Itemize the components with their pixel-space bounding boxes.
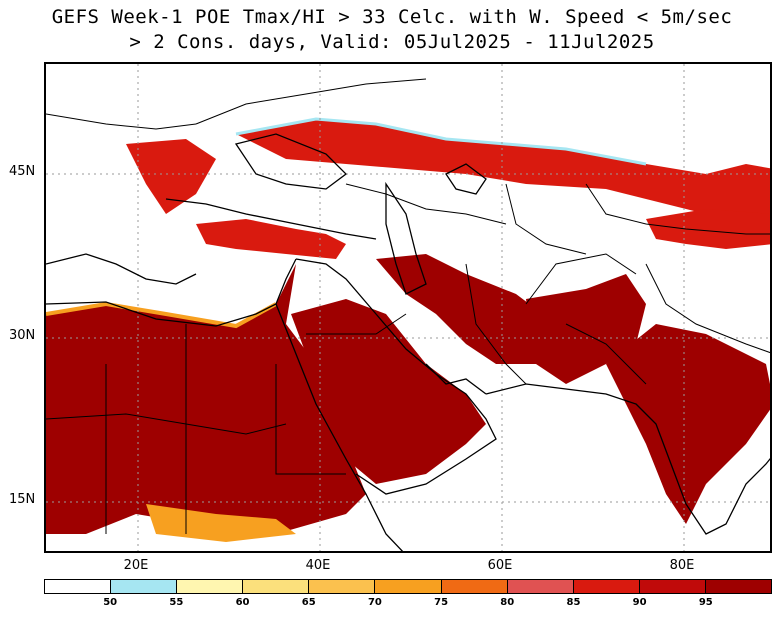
legend-label: 50	[103, 597, 118, 608]
legend-swatch	[111, 580, 178, 593]
shade-iran	[376, 254, 566, 364]
lon-label-20e: 20E	[123, 558, 149, 573]
probability-shading	[46, 117, 770, 542]
legend-swatch	[177, 580, 244, 593]
country-borders	[46, 78, 770, 534]
shade-north-africa	[46, 264, 366, 534]
lon-label-60e: 60E	[487, 558, 513, 573]
legend-label: 65	[301, 597, 316, 608]
lat-label-15n: 15N	[9, 492, 36, 507]
title-line-1: GEFS Week-1 POE Tmax/HI > 33 Celc. with …	[51, 6, 733, 28]
shade-arabia	[291, 299, 486, 484]
shade-central-asia-band	[236, 119, 770, 219]
lon-label-40e: 40E	[305, 558, 331, 573]
legend-label: 55	[169, 597, 184, 608]
legend-swatch	[375, 580, 442, 593]
lat-label-45n: 45N	[9, 164, 36, 179]
legend-label: 95	[698, 597, 713, 608]
shade-tarim	[646, 209, 770, 249]
lat-label-30n: 30N	[9, 328, 36, 343]
shade-sahel-edge	[146, 504, 296, 542]
legend-swatch	[573, 580, 640, 593]
map-panel	[44, 62, 772, 553]
legend-swatch	[705, 580, 772, 593]
legend-label: 75	[434, 597, 449, 608]
legend-label: 85	[566, 597, 581, 608]
legend-swatch	[507, 580, 574, 593]
shade-india	[606, 324, 770, 524]
title-line-2: > 2 Cons. days, Valid: 05Jul2025 - 11Jul…	[129, 31, 655, 53]
legend-swatch	[639, 580, 706, 593]
legend-swatch	[45, 580, 112, 593]
legend-label: 90	[632, 597, 647, 608]
color-legend	[44, 579, 772, 594]
shade-balkans	[126, 139, 216, 214]
legend-swatch	[309, 580, 376, 593]
legend-swatch	[243, 580, 310, 593]
probability-map	[46, 64, 770, 551]
legend-label: 80	[500, 597, 515, 608]
shade-turkey	[196, 219, 346, 259]
lon-label-80e: 80E	[669, 558, 695, 573]
legend-label: 70	[367, 597, 382, 608]
shade-north-africa-edge	[46, 301, 277, 329]
legend-swatch	[441, 580, 508, 593]
legend-label: 60	[235, 597, 250, 608]
coastlines	[46, 133, 770, 551]
shade-central-asia-edge	[235, 117, 647, 166]
lat-lon-grid	[46, 64, 770, 551]
